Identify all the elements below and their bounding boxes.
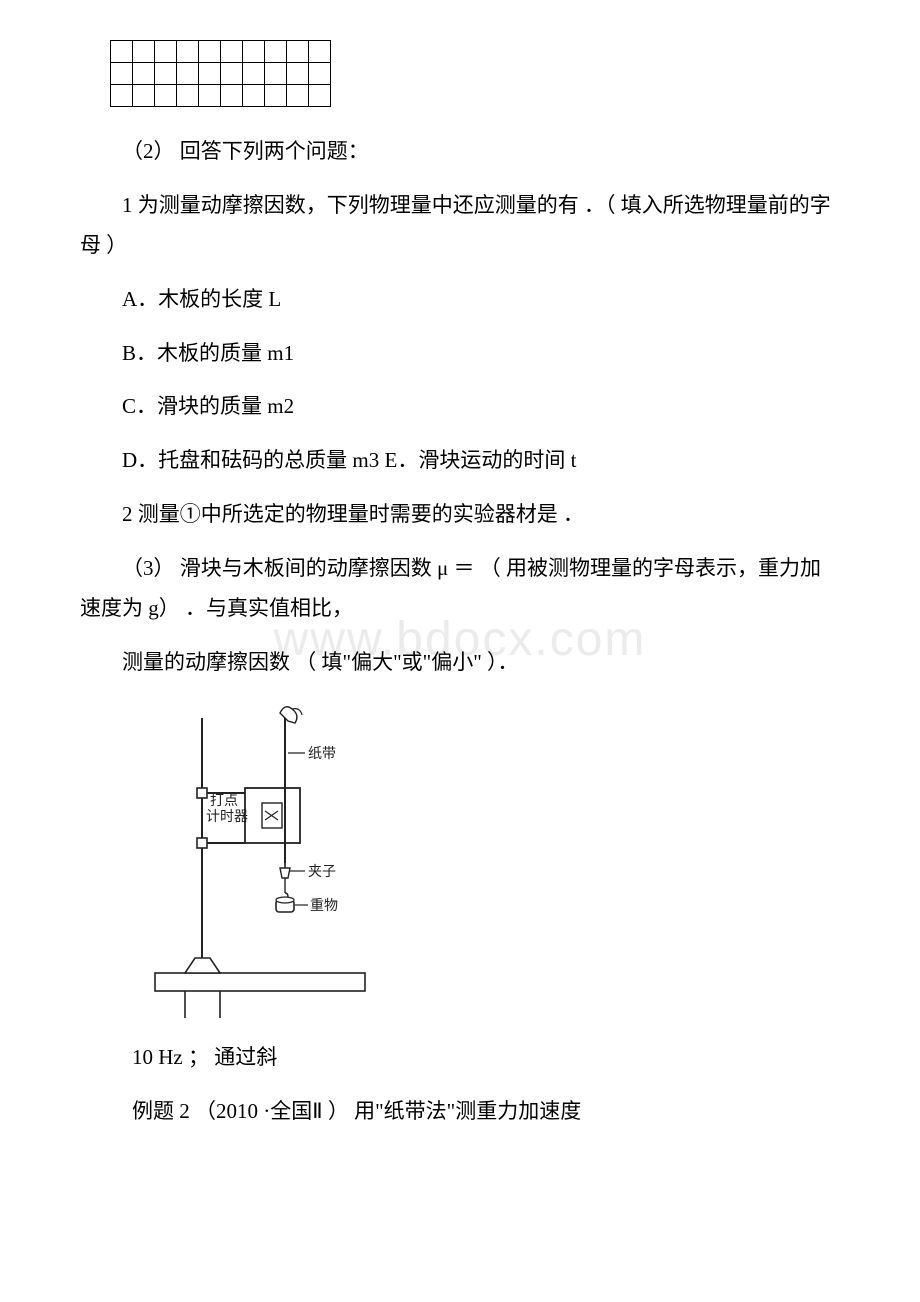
grid-cell (287, 41, 309, 63)
option-c: C．滑块的质量 m2 (80, 387, 840, 427)
grid-cell (221, 85, 243, 107)
grid-cell (309, 63, 331, 85)
grid-cell (177, 41, 199, 63)
grid-cell (199, 85, 221, 107)
example-2-line: 例题 2 （2010 ·全国Ⅱ ） 用"纸带法"测重力加速度 (132, 1092, 840, 1132)
grid-cell (265, 63, 287, 85)
grid-cell (111, 41, 133, 63)
option-b: B．木板的质量 m1 (80, 334, 840, 374)
option-a: A．木板的长度 L (80, 280, 840, 320)
grid-cell (111, 63, 133, 85)
question-3-line-2: 测量的动摩擦因数 （ 填"偏大"或"偏小" ）． (80, 643, 840, 683)
grid-cell (133, 63, 155, 85)
grid-cell (199, 41, 221, 63)
clip-shape (280, 868, 290, 878)
grid-cell (265, 41, 287, 63)
grid-cell (155, 85, 177, 107)
grid-cell (155, 63, 177, 85)
question-2-item-1: 1 为测量动摩擦因数，下列物理量中还应测量的有 ．（ 填入所选物理量前的字母 ） (80, 186, 840, 266)
clamp-joint-top (197, 788, 207, 798)
grid-cell (265, 85, 287, 107)
grid-cell (309, 41, 331, 63)
circled-1: ① (180, 502, 201, 526)
q2-item2-suffix: 中所选定的物理量时需要的实验器材是 ． (201, 502, 584, 526)
grid-cell (199, 63, 221, 85)
grid-cell (177, 63, 199, 85)
grid-cell (111, 85, 133, 107)
q2-item2-prefix: 2 测量 (122, 502, 180, 526)
question-2-intro: （2） 回答下列两个问题： (80, 132, 840, 172)
grid-cell (221, 63, 243, 85)
grid-cell (287, 63, 309, 85)
document-content: （2） 回答下列两个问题： 1 为测量动摩擦因数，下列物理量中还应测量的有 ．（… (80, 40, 840, 1132)
clip-label: 夹子 (308, 864, 336, 880)
timer-label-2: 计时器 (206, 809, 248, 825)
weight-top (276, 897, 294, 903)
grid-cell (243, 85, 265, 107)
timer-label-1: 打点 (210, 792, 238, 809)
grid-cell (221, 41, 243, 63)
grid-cell (155, 41, 177, 63)
clamp-joint-bottom (197, 838, 207, 848)
grid-cell (177, 85, 199, 107)
question-2-item-2: 2 测量①中所选定的物理量时需要的实验器材是 ． (80, 495, 840, 535)
option-d-e: D．托盘和砝码的总质量 m3 E．滑块运动的时间 t (80, 441, 840, 481)
blank-grid-table (110, 40, 331, 107)
grid-cell (243, 63, 265, 85)
tape-label: 纸带 (308, 746, 336, 762)
frequency-line: 10 Hz ； 通过斜 (132, 1038, 840, 1078)
grid-cell (287, 85, 309, 107)
grid-cell (309, 85, 331, 107)
base-top (155, 973, 365, 991)
apparatus-diagram: 打点 计时器 纸带 夹子 重物 (150, 703, 840, 1028)
grid-cell (243, 41, 265, 63)
weight-label: 重物 (310, 898, 338, 914)
grid-cell (133, 85, 155, 107)
stand-foot (185, 958, 220, 973)
grid-cell (133, 41, 155, 63)
question-3-line-1: （3） 滑块与木板间的动摩擦因数 μ ＝ （ 用被测物理量的字母表示，重力加速度… (80, 549, 840, 629)
